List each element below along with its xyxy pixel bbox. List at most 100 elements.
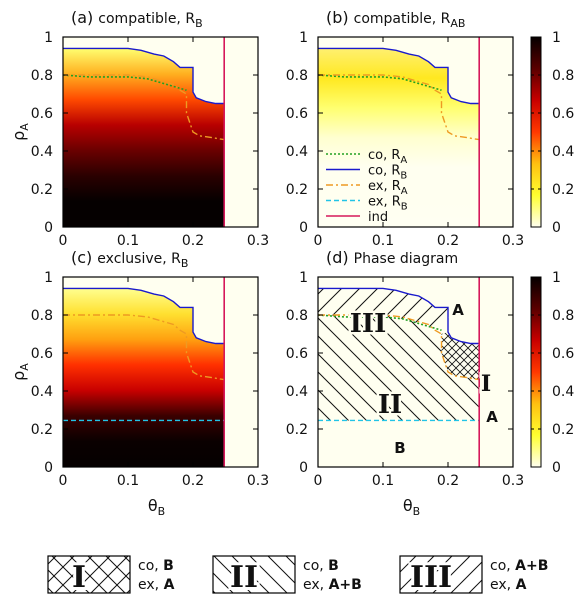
y-tick-label: 0 <box>44 220 53 236</box>
line-co-RA <box>317 314 442 331</box>
panel-a: 0 0.1 0.2 0.3 0 0.2 0.4 0.6 0.8 1 (a) compatible, R… <box>9 8 269 249</box>
x-tick-label: 0 <box>59 233 68 249</box>
y-tick-label: 0.6 <box>286 346 308 362</box>
y-tick-label: 0.4 <box>31 144 53 160</box>
label-II: II <box>378 390 402 420</box>
phase-legend-ex: ex, A <box>138 577 175 593</box>
colorbar-tick-label: 0.8 <box>552 308 574 324</box>
x-tick-label: 0.2 <box>182 473 204 489</box>
label-I: I <box>481 371 491 397</box>
panel-title: (d) Phase diagram <box>326 248 458 267</box>
y-axis-label: ρA <box>9 123 31 141</box>
y-tick-label: 0.8 <box>31 68 53 84</box>
y-tick-label: 0.6 <box>31 106 53 122</box>
region-III <box>318 288 448 331</box>
phase-legend-swatch <box>399 555 483 594</box>
y-tick-label: 0.2 <box>286 422 308 438</box>
x-tick-label: 0.3 <box>502 233 524 249</box>
plot-frame <box>317 276 514 468</box>
colorbar-tick-label: 1 <box>552 30 561 46</box>
phase-legend-co: co, B <box>138 558 174 574</box>
y-axis-label: ρA <box>9 363 31 381</box>
x-tick-label: 0.2 <box>437 473 459 489</box>
line-ex-RA <box>63 74 225 141</box>
line-co-RB <box>318 47 480 105</box>
phase-legend-ex: ex, A+B <box>303 577 362 593</box>
line-co-RA <box>317 74 442 91</box>
line-co-RB <box>63 287 225 345</box>
label-B-bottom: B <box>394 439 405 457</box>
y-tick-label: 0 <box>44 460 53 476</box>
colorbar-gradient <box>530 276 542 468</box>
y-tick-label: 0.4 <box>286 144 308 160</box>
phase-legend-roman: II <box>230 560 258 595</box>
colorbar-tick-label: 0.6 <box>552 106 574 122</box>
phase-legend-roman: I <box>72 560 86 595</box>
line-co-RB <box>63 47 225 105</box>
x-tick-label: 0.2 <box>437 233 459 249</box>
phase-legend-swatch <box>212 555 296 594</box>
y-tick-label: 0 <box>299 220 308 236</box>
y-tick-label: 0.8 <box>31 308 53 324</box>
x-tick-label: 0.3 <box>502 473 524 489</box>
colorbar-tick-label: 1 <box>552 270 561 286</box>
colorbar-tick-label: 0.6 <box>552 346 574 362</box>
legend-entry: co, RB <box>368 164 407 182</box>
x-tick-label: 0.1 <box>372 233 394 249</box>
legend-entry: ex, RA <box>368 179 408 197</box>
y-tick-label: 0.8 <box>286 68 308 84</box>
plot-frame <box>317 36 514 228</box>
x-tick-label: 0 <box>314 473 323 489</box>
phase-legend-swatch <box>47 555 131 594</box>
label-A-top: A <box>452 301 464 319</box>
line-ex-RA <box>318 314 480 381</box>
phase-legend-co: co, A+B <box>490 558 548 574</box>
panel-b: 0 0.1 0.2 0.3 0 0.2 0.4 0.6 0.8 1 (b) compatible, R… <box>286 8 524 249</box>
line-co-RA <box>62 74 187 91</box>
x-tick-label: 0.3 <box>247 473 269 489</box>
colorbar-tick-label: 0.8 <box>552 68 574 84</box>
panel-title: (a) compatible, RB <box>71 8 203 30</box>
region-II <box>318 315 480 421</box>
colorbar-tick-label: 0.4 <box>552 384 574 400</box>
colorbar-tick-label: 0.2 <box>552 422 574 438</box>
y-tick-label: 0.4 <box>286 384 308 400</box>
y-tick-label: 0.8 <box>286 308 308 324</box>
panel-c: 0 0.1 0.2 0.3 0 0.2 0.4 0.6 0.8 1 (c) exclusive, RB… <box>9 248 269 518</box>
y-tick-label: 0.6 <box>286 106 308 122</box>
x-tick-label: 0.1 <box>117 473 139 489</box>
plot-frame <box>62 36 259 228</box>
independent-region <box>479 37 513 227</box>
label-A-right: A <box>486 408 498 426</box>
phase-legend-roman: III <box>410 560 452 595</box>
panel-title: (c) exclusive, RB <box>71 248 188 270</box>
y-tick-label: 1 <box>299 30 308 46</box>
y-tick-label: 0 <box>299 460 308 476</box>
colorbar: 0 0.2 0.4 0.6 0.8 1 <box>530 270 574 476</box>
colorbar-tick-label: 0.2 <box>552 182 574 198</box>
colorbar-tick-label: 0 <box>552 460 561 476</box>
line-co-RB <box>318 287 480 345</box>
y-tick-label: 0.2 <box>31 182 53 198</box>
colorbar-tick-label: 0 <box>552 220 561 236</box>
independent-region <box>224 37 258 227</box>
phase-legend-co: co, B <box>303 558 339 574</box>
independent-region <box>479 277 513 467</box>
line-ex-RA <box>63 314 225 381</box>
y-tick-label: 1 <box>299 270 308 286</box>
x-axis-label: θB <box>148 496 165 518</box>
panel-d: 0 0.1 0.2 0.3 0 0.2 0.4 0.6 0.8 1 (d) Phase diagram… <box>286 248 524 518</box>
x-tick-label: 0.1 <box>372 473 394 489</box>
colorbar-tick-label: 0.4 <box>552 144 574 160</box>
x-tick-label: 0.3 <box>247 233 269 249</box>
phase-legend-ex: ex, A <box>490 577 527 593</box>
panel-title: (b) compatible, RAB <box>326 8 465 30</box>
legend-entry: ex, RB <box>368 195 408 213</box>
y-tick-label: 0.2 <box>286 182 308 198</box>
x-tick-label: 0 <box>314 233 323 249</box>
y-tick-label: 0.6 <box>31 346 53 362</box>
y-tick-label: 1 <box>44 270 53 286</box>
